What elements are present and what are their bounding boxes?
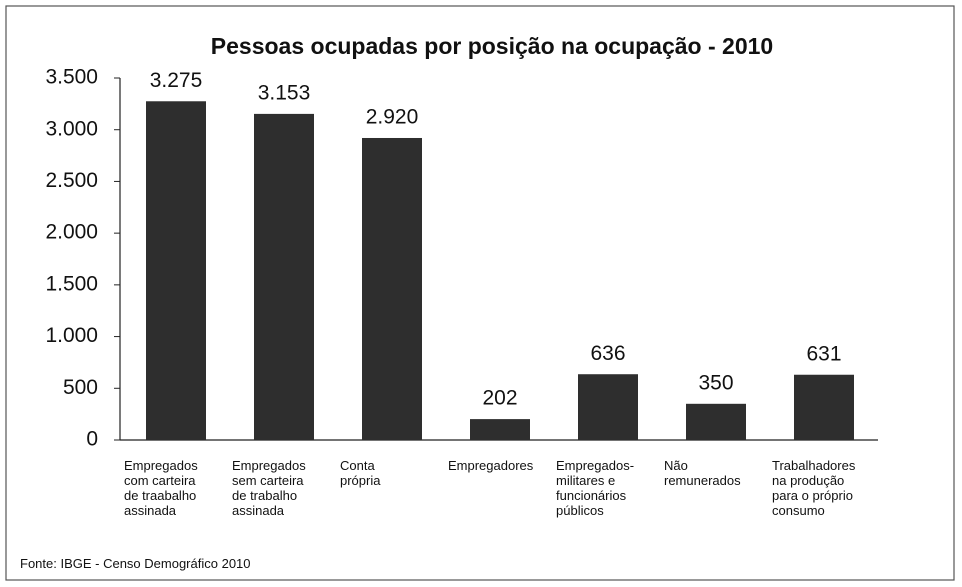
bar <box>254 113 314 441</box>
value-label: 3.153 <box>258 81 311 104</box>
y-tick-label: 1.500 <box>45 272 98 295</box>
value-label: 2.920 <box>366 106 419 129</box>
x-tick-label: Empregados- militares e funcionários púb… <box>556 458 635 518</box>
y-tick-label: 3.500 <box>45 66 98 89</box>
value-label: 636 <box>590 342 625 365</box>
y-tick-label: 500 <box>63 376 98 399</box>
bar <box>794 374 854 440</box>
bar <box>686 403 746 440</box>
x-tick-label: Não remunerados <box>664 458 741 488</box>
y-tick-label: 2.500 <box>45 169 98 192</box>
bar <box>362 137 422 440</box>
x-tick-label: Trabalhadores na produção para o próprio… <box>772 458 856 518</box>
chart-title: Pessoas ocupadas por posição na ocupação… <box>211 33 773 59</box>
x-tick-label: Conta própria <box>340 458 381 488</box>
bar <box>146 101 206 441</box>
value-label: 3.275 <box>150 69 203 92</box>
bar <box>578 374 638 440</box>
y-tick-label: 2.000 <box>45 221 98 244</box>
chart-border <box>5 5 955 581</box>
y-tick-label: 1.000 <box>45 324 98 347</box>
x-tick-label: Empregados sem carteira de trabalho assi… <box>232 458 306 518</box>
x-tick-label: Empregados com carteira de traabalho ass… <box>124 458 198 518</box>
value-label: 631 <box>806 342 841 365</box>
x-tick-label: Empregadores <box>448 458 534 473</box>
value-label: 350 <box>698 371 733 394</box>
bar <box>470 419 530 440</box>
value-label: 202 <box>482 387 517 410</box>
source-note: Fonte: IBGE - Censo Demográfico 2010 <box>20 556 251 571</box>
y-tick-label: 3.000 <box>45 117 98 140</box>
y-tick-label: 0 <box>86 428 98 451</box>
